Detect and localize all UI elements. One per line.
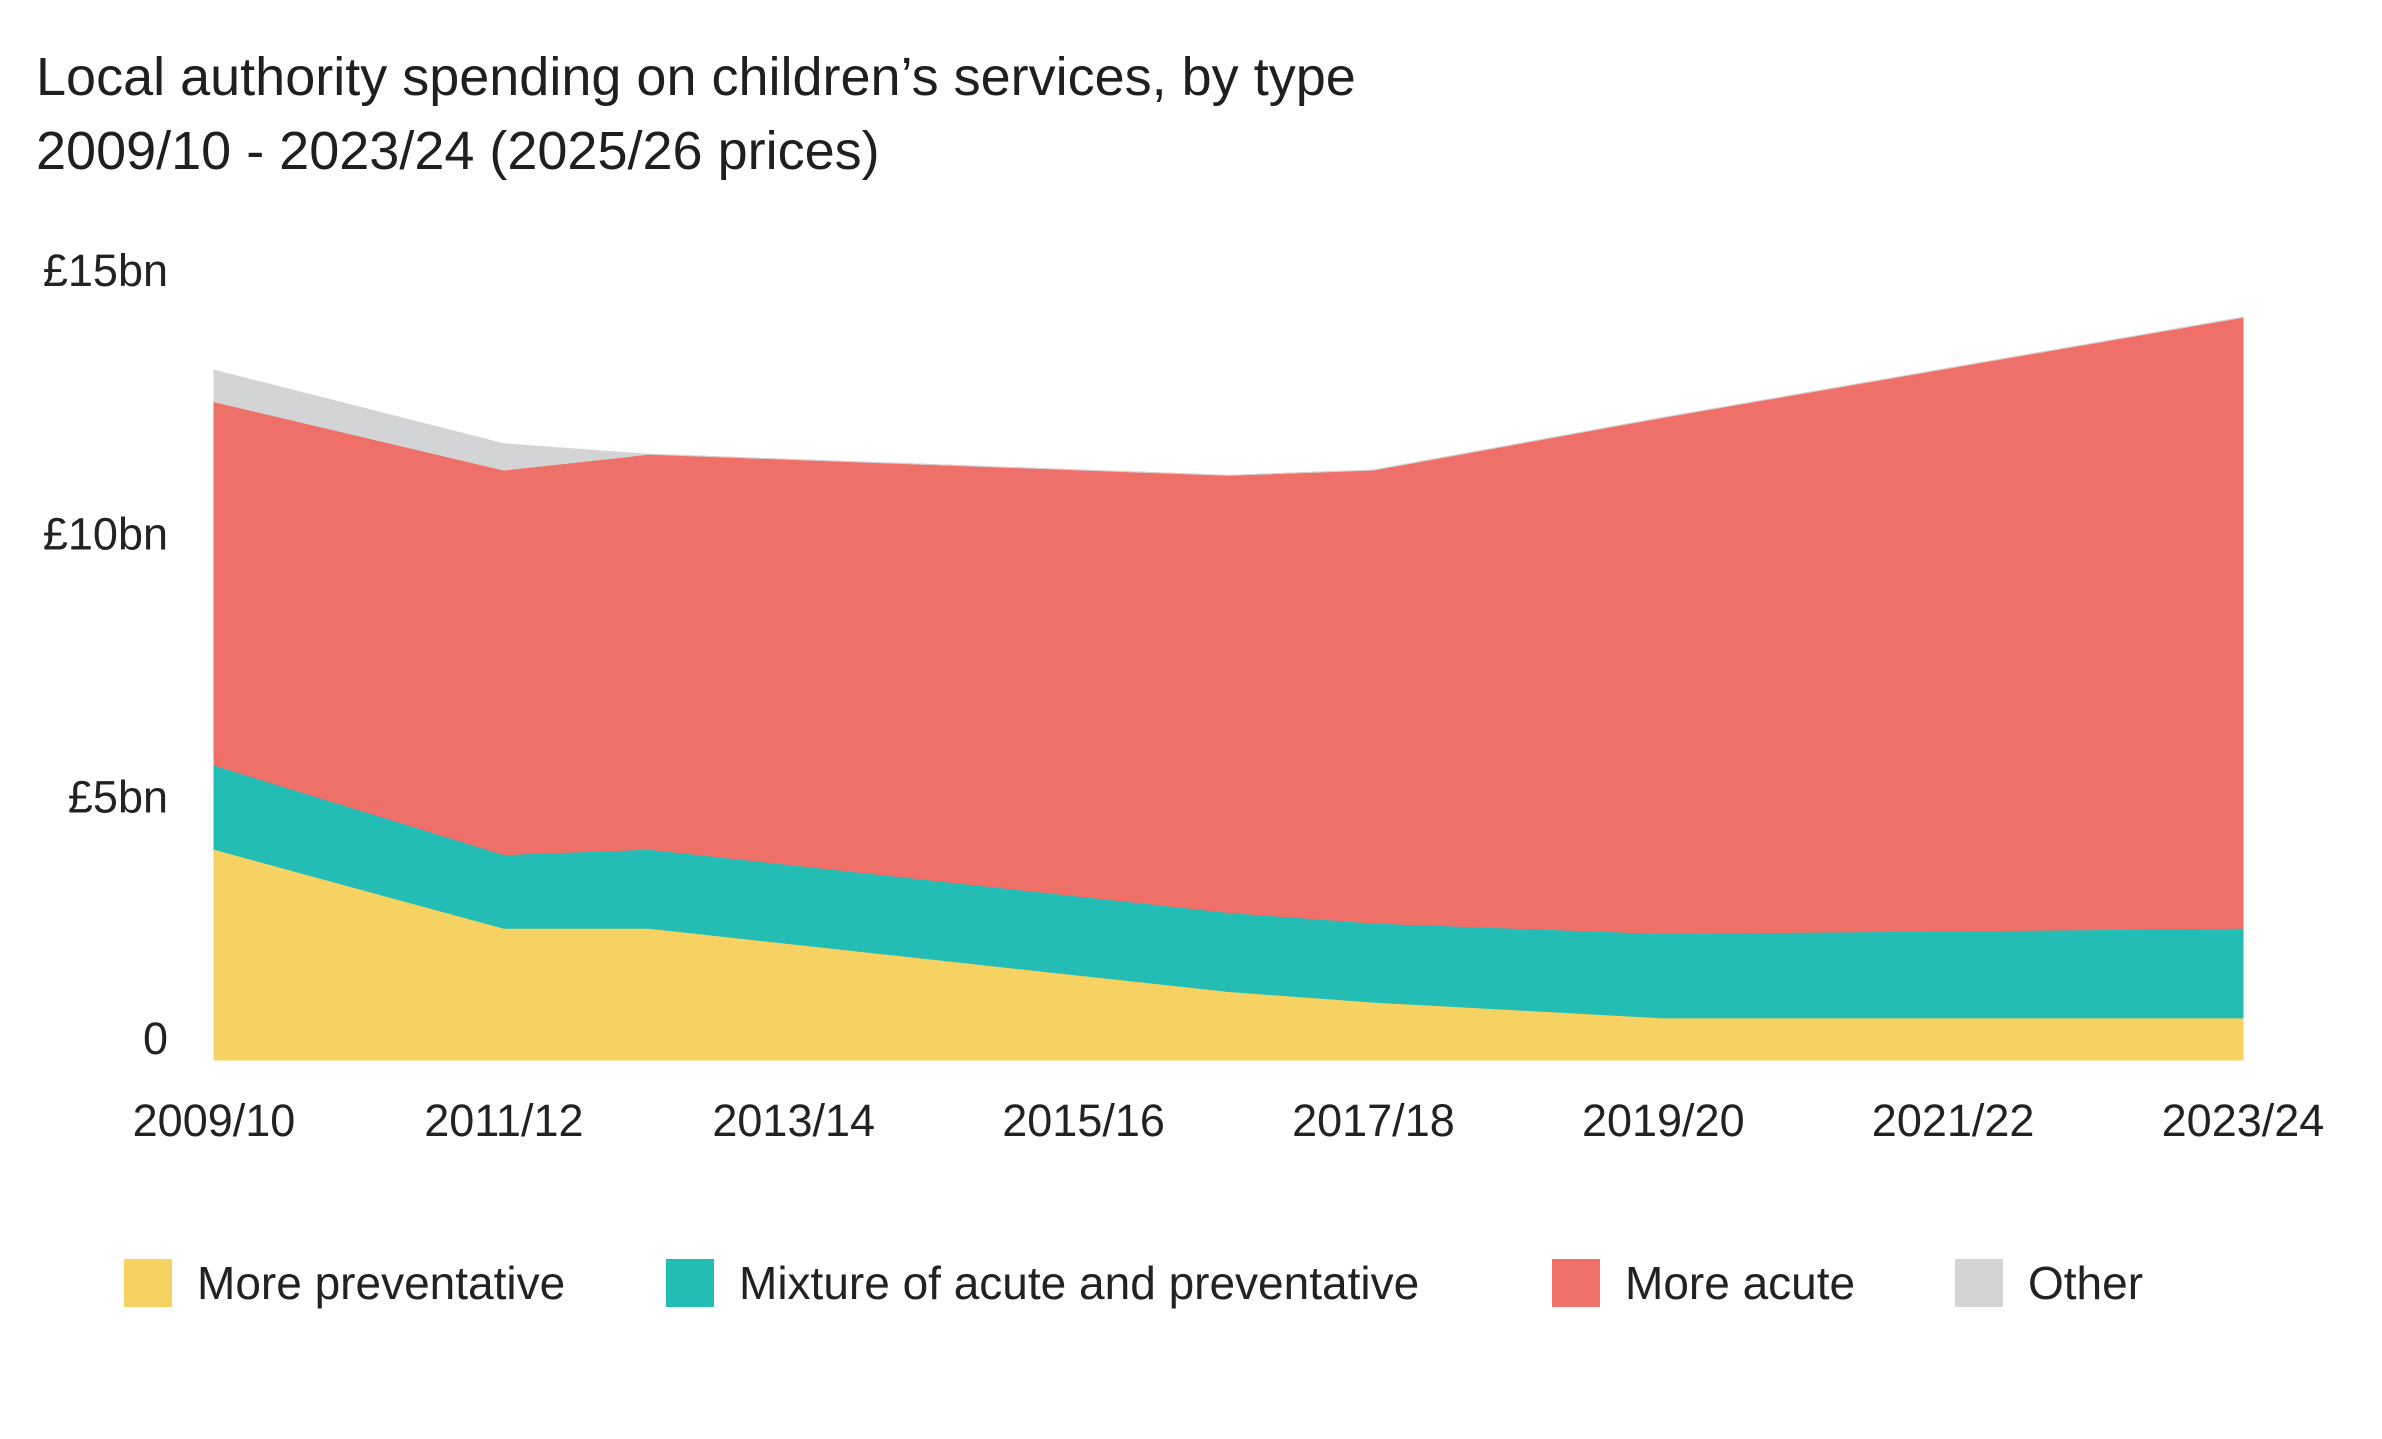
legend-label: Other bbox=[2028, 1257, 2143, 1309]
area-layers bbox=[213, 316, 2244, 1061]
x-tick-label: 2013/14 bbox=[712, 1095, 875, 1146]
y-axis: 0 £5bn £10bn £15bn bbox=[43, 245, 168, 1064]
legend-item-mixture-of-acute-and-preventative: Mixture of acute and preventative bbox=[666, 1257, 1419, 1309]
y-tick-label: 0 bbox=[143, 1013, 168, 1064]
chart-title-text: Local authority spending on children’s s… bbox=[36, 47, 1356, 107]
x-tick-label: 2019/20 bbox=[1582, 1095, 1745, 1146]
legend-label: More acute bbox=[1625, 1257, 1855, 1309]
area-more-acute bbox=[213, 316, 2244, 935]
y-tick-label: £15bn bbox=[43, 245, 168, 296]
x-tick-label: 2017/18 bbox=[1292, 1095, 1455, 1146]
chart-subtitle: 2009/10 - 2023/24 (2025/26 prices) bbox=[36, 121, 880, 181]
legend-swatch bbox=[124, 1259, 172, 1307]
x-tick-label: 2009/10 bbox=[133, 1095, 296, 1146]
chart-title: Local authority spending on children’s s… bbox=[36, 40, 1356, 188]
area-other bbox=[213, 316, 2244, 476]
legend-item-other: Other bbox=[1955, 1257, 2143, 1309]
legend-item-more-preventative: More preventative bbox=[124, 1257, 565, 1309]
x-tick-label: 2015/16 bbox=[1002, 1095, 1165, 1146]
legend-label: Mixture of acute and preventative bbox=[739, 1257, 1419, 1309]
x-tick-label: 2021/22 bbox=[1872, 1095, 2035, 1146]
x-tick-label: 2023/24 bbox=[2162, 1095, 2325, 1146]
legend: More preventative Mixture of acute and pr… bbox=[124, 1257, 2143, 1309]
legend-swatch bbox=[1552, 1259, 1600, 1307]
x-tick-label: 2011/12 bbox=[424, 1095, 583, 1146]
legend-label: More preventative bbox=[197, 1257, 565, 1309]
y-tick-label: £10bn bbox=[43, 508, 168, 559]
x-axis: 2009/10 2011/12 2013/14 2015/16 2017/18 2019/… bbox=[133, 1095, 2325, 1146]
legend-swatch bbox=[1955, 1259, 2003, 1307]
legend-item-more-acute: More acute bbox=[1552, 1257, 1855, 1309]
legend-swatch bbox=[666, 1259, 714, 1307]
y-tick-label: £5bn bbox=[68, 772, 168, 823]
